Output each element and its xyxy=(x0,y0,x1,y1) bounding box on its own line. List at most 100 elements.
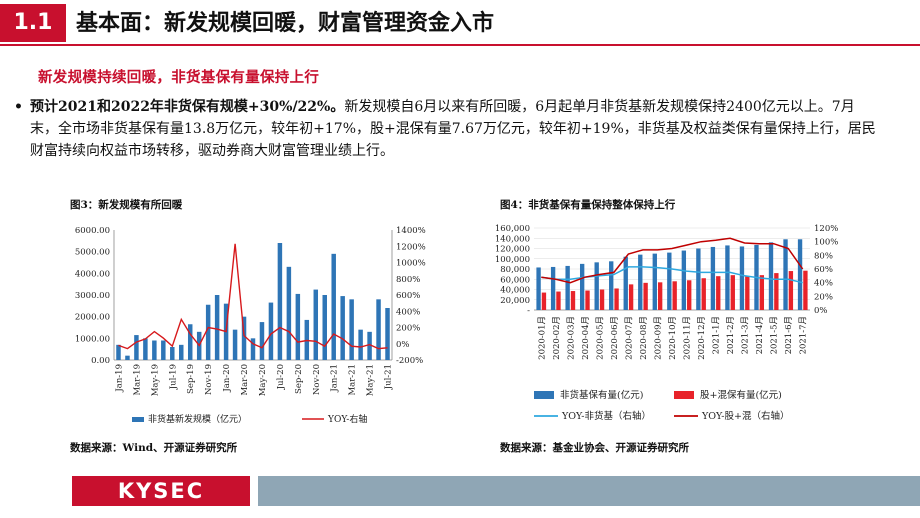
fig3-bar xyxy=(125,355,130,360)
fig3-bar xyxy=(295,293,301,360)
fig3-bar xyxy=(331,253,336,360)
fig4-bar-nonmoney xyxy=(623,256,628,310)
fig4-bar-nonmoney xyxy=(536,267,541,310)
fig4-x-tick-label: 2020-08月 xyxy=(639,316,649,360)
fig3-yoy-line xyxy=(118,243,388,350)
fig3-chart: 0.00 1000.00 2000.00 3000.00 4000.00 5000.00 6… xyxy=(75,226,426,425)
fig4-bar-nonmoney xyxy=(652,253,657,310)
fig3-bar xyxy=(268,302,274,360)
fig4-bar-equity xyxy=(556,291,561,310)
fig4-bar-nonmoney xyxy=(550,266,556,310)
fig3-legend-bar-swatch xyxy=(132,417,144,422)
fig3-right-tick-label: 1400% xyxy=(396,226,426,236)
fig4-bar-nonmoney xyxy=(696,248,701,310)
fig4-bar-nonmoney xyxy=(797,239,803,310)
fig3-right-tick-label: 0% xyxy=(396,340,410,350)
fig3-x-tick-label: Mar-19 xyxy=(132,364,142,396)
bullet-dot-icon: • xyxy=(14,99,23,115)
fig3-left-tick-label: 5000.00 xyxy=(75,248,110,258)
fig3-x-tick-label: May-21 xyxy=(366,364,376,396)
fig4-right-tick-label: 40% xyxy=(814,279,833,289)
fig3-left-tick-label: 3000.00 xyxy=(75,291,110,301)
fig3-left-tick-label: 1000.00 xyxy=(75,334,110,344)
fig4-x-tick-label: 2021-6月 xyxy=(784,316,794,354)
fig4-legend-label-yoy-equity: YOY-股+混（右轴） xyxy=(701,410,789,422)
header-bar: 1.1 基本面：新发规模回暖，财富管理资金入市 xyxy=(0,0,920,46)
fig4-bar-equity xyxy=(643,282,648,310)
fig3-bar xyxy=(259,322,265,360)
fig3-bar xyxy=(214,295,220,360)
fig3-x-tick-label: Nov-19 xyxy=(204,364,214,395)
fig3-bar xyxy=(367,331,372,360)
fig3-bar xyxy=(322,295,327,360)
fig4-x-tick-label: 2020-07月 xyxy=(624,316,634,360)
fig3-right-tick-label: 400% xyxy=(396,307,420,317)
fig4-left-tick-label: 80,000 xyxy=(500,265,530,275)
fig3-bar xyxy=(241,316,247,360)
fig4-right-tick-label: 0% xyxy=(814,306,828,316)
fig4-x-tick-label: 2020-12月 xyxy=(697,316,707,360)
fig4-bar-equity xyxy=(672,281,677,310)
fig3-x-tick-label: Sep-19 xyxy=(186,364,196,394)
fig4-x-tick-label: 2020-11月 xyxy=(683,316,693,360)
kysec-logo: KYSEC xyxy=(72,476,250,506)
fig3-x-tick-label: May-20 xyxy=(258,364,268,396)
fig3-source: 数据来源：Wind、开源证券研究所 xyxy=(70,442,238,454)
fig4-right-tick-label: 120% xyxy=(814,224,838,234)
fig3-bar xyxy=(340,296,345,360)
fig3-legend-line-label: YOY-右轴 xyxy=(327,413,367,425)
fig3-x-tick-label: Jan-19 xyxy=(114,364,124,393)
fig4-bar-nonmoney xyxy=(638,254,643,310)
fig3-bar xyxy=(161,340,166,360)
fig3-bar xyxy=(349,299,354,360)
fig4-bar-equity xyxy=(730,275,735,310)
fig3-bar xyxy=(134,335,139,360)
fig3-x-tick-label: May-19 xyxy=(150,364,160,396)
fig3-x-tick-label: Mar-21 xyxy=(348,364,358,396)
fig3-bar xyxy=(232,329,238,360)
fig3-x-tick-label: Jul-20 xyxy=(276,364,286,390)
fig3-bar xyxy=(187,324,193,360)
fig3-right-tick-label: 800% xyxy=(396,275,420,285)
footer-bar xyxy=(258,476,920,506)
fig3-right-tick-label: 200% xyxy=(396,324,420,334)
fig3-bar xyxy=(116,344,121,360)
fig4-x-tick-label: 2021-5月 xyxy=(770,316,780,354)
header-rule xyxy=(0,44,920,46)
fig4-x-tick-label: 2020-03月 xyxy=(566,316,576,360)
fig4-bar-equity xyxy=(774,273,779,310)
fig3-bar xyxy=(152,340,157,360)
section-number: 1.1 xyxy=(0,4,66,42)
fig4-bar-nonmoney xyxy=(725,245,730,310)
fig4-bar-equity xyxy=(803,270,808,310)
fig4-right-tick-label: 100% xyxy=(814,238,838,248)
fig4-bar-equity xyxy=(570,291,576,310)
fig4-legend-swatch-nonmoney xyxy=(534,391,554,399)
fig4-title: 图4：非货基保有量保持整体保持上行 xyxy=(500,199,676,211)
fig4-bar-nonmoney xyxy=(739,246,745,310)
fig4-x-tick-label: 2020-09月 xyxy=(653,316,663,360)
fig4-x-tick-label: 2021-7月 xyxy=(799,316,809,354)
fig4-bar-equity xyxy=(541,292,547,310)
fig4-bar-equity xyxy=(687,280,692,310)
fig4-bar-equity xyxy=(599,289,605,310)
fig4-chart: -20,00040,00060,00080,000100,000120,0001… xyxy=(495,224,838,422)
fig4-bar-equity xyxy=(614,288,619,310)
fig3-bar xyxy=(250,338,256,360)
page-title: 基本面：新发规模回暖，财富管理资金入市 xyxy=(76,10,495,36)
fig3-bar xyxy=(277,243,283,360)
fig3-left-tick-label: 2000.00 xyxy=(75,313,110,323)
fig4-left-tick-label: 40,000 xyxy=(500,286,530,296)
fig3-x-tick-label: Mar-20 xyxy=(240,364,250,396)
fig3-x-tick-label: Nov-20 xyxy=(312,364,322,395)
fig4-right-tick-label: 60% xyxy=(814,265,833,275)
fig4-yoy-equity-line xyxy=(541,237,804,284)
fig4-left-tick-label: - xyxy=(527,306,530,316)
fig3-left-tick-label: 0.00 xyxy=(91,356,110,366)
fig4-x-tick-label: 2020-05月 xyxy=(595,316,605,360)
fig3-right-tick-label: 1200% xyxy=(396,242,426,252)
fig4-bar-nonmoney xyxy=(594,262,599,310)
fig4-right-tick-label: 20% xyxy=(814,292,833,302)
fig4-bar-equity xyxy=(628,284,634,310)
bullet-paragraph: • 预计2021和2022年非货保有规模+30%/22%。新发规模自6月以来有所… xyxy=(14,96,880,162)
